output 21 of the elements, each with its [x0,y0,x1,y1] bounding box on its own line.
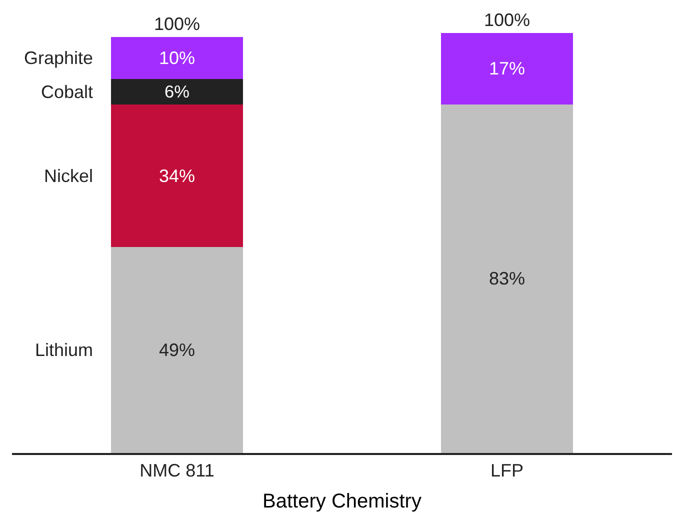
data-label: 34% [158,166,196,186]
x-tick-label: NMC 811 [140,460,214,481]
bar [441,33,573,104]
data-label: 49% [158,340,196,360]
data-label: 83% [488,268,526,289]
x-tick-label: LFP [490,460,524,481]
bar [111,37,243,80]
data-label: 6% [164,82,190,102]
x-axis-title: Battery Chemistry [262,490,422,513]
bar [111,104,243,248]
total-label: 100% [484,10,530,30]
series-label: Graphite [24,48,94,68]
data-label: 10% [158,48,196,68]
bar [111,247,243,453]
total-label: 100% [154,14,200,34]
series-label: Lithium [35,340,94,360]
bar [441,104,573,453]
data-label: 17% [488,58,526,79]
series-label: Cobalt [41,82,94,102]
series-label: Nickel [44,166,94,186]
bar [111,79,243,104]
